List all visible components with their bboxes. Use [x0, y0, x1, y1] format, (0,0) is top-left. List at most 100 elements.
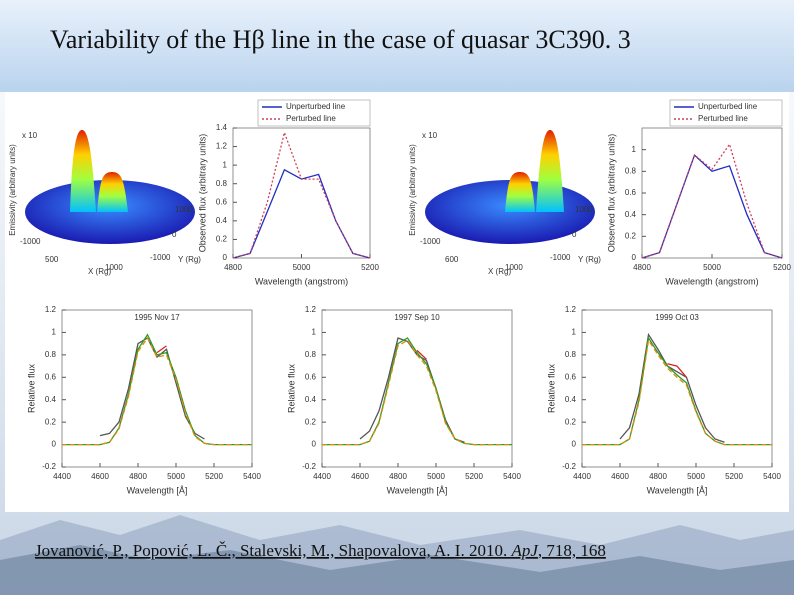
x-tick-label: 5200: [361, 263, 379, 272]
y-tick-label: 1: [632, 145, 637, 154]
x-tick-label: 4600: [611, 472, 629, 481]
y-tick-label: -0.2: [562, 462, 576, 471]
y-tick-label: 0.6: [625, 188, 637, 197]
y-tick-label: 0.6: [45, 372, 57, 381]
x-axis-label: Wavelength (angstrom): [665, 276, 758, 286]
annotation: 1999 Oct 03: [655, 313, 699, 322]
series-line: [667, 363, 687, 378]
y-axis-label: Y (Rg): [578, 255, 601, 264]
x-tick-label: 4600: [91, 472, 109, 481]
tick-label: 0: [172, 230, 177, 239]
x-tick-label: 4800: [224, 263, 242, 272]
y-tick-label: 1.2: [216, 142, 228, 151]
tick-label: 1000: [105, 263, 123, 272]
tick-label: 500: [45, 255, 59, 264]
x-axis-label: Wavelength [Å]: [647, 485, 708, 495]
tick-label: x 10: [422, 131, 438, 140]
x-tick-label: 5000: [167, 472, 185, 481]
z-axis-label: Emissivity (arbitrary units): [8, 144, 17, 236]
tick-label: -1000: [20, 237, 41, 246]
y-tick-label: 1: [223, 160, 228, 169]
y-tick-label: 0.4: [45, 395, 57, 404]
x-axis-label: Wavelength [Å]: [127, 485, 188, 495]
legend-box: [257, 99, 371, 127]
y-tick-label: -0.2: [302, 462, 316, 471]
x-tick-label: 5400: [243, 472, 261, 481]
y-tick-label: 0.8: [305, 350, 317, 359]
y-tick-label: 0: [572, 440, 577, 449]
x-tick-label: 5000: [427, 472, 445, 481]
x-tick-label: 5000: [703, 263, 721, 272]
citation: Jovanović, P., Popović, L. Č., Stalevski…: [35, 541, 606, 560]
legend-box: [669, 99, 783, 127]
annotation: 1995 Nov 17: [134, 313, 180, 322]
y-tick-label: 0.6: [565, 372, 577, 381]
x-axis-label: Wavelength [Å]: [387, 485, 448, 495]
tick-label: -1000: [420, 237, 441, 246]
x-tick-label: 5200: [773, 263, 791, 272]
x-tick-label: 5400: [503, 472, 521, 481]
y-tick-label: 0.2: [305, 417, 317, 426]
y-tick-label: 0.6: [216, 197, 228, 206]
y-tick-label: 1.2: [45, 305, 57, 314]
y-axis-label: Relative flux: [286, 363, 296, 413]
y-tick-label: 0.4: [216, 216, 228, 225]
y-tick-label: 1: [52, 328, 57, 337]
y-tick-label: 0.2: [565, 417, 577, 426]
series-line: [232, 130, 371, 259]
x-tick-label: 5400: [763, 472, 781, 481]
figure-area: [5, 92, 789, 512]
x-tick-label: 4800: [389, 472, 407, 481]
y-axis-label: Y (Rg): [178, 255, 201, 264]
series-line: [641, 142, 783, 259]
y-tick-label: 0: [312, 440, 317, 449]
plot-frame: [321, 309, 513, 468]
series-line: [582, 338, 772, 446]
x-tick-label: 4400: [53, 472, 71, 481]
surface-render: [25, 130, 595, 244]
y-tick-label: 1.2: [565, 305, 577, 314]
y-tick-label: 1.4: [216, 123, 228, 132]
y-tick-label: 0.8: [216, 179, 228, 188]
tick-label: 0: [572, 230, 577, 239]
series-line: [416, 349, 427, 360]
x-tick-label: 5200: [465, 472, 483, 481]
plot-frame: [61, 309, 253, 468]
series-line: [641, 153, 783, 259]
y-tick-label: 0: [632, 253, 637, 262]
legend-label: Perturbed line: [286, 114, 336, 123]
tick-label: -1000: [150, 253, 171, 262]
y-tick-label: 0.4: [565, 395, 577, 404]
mountains: [0, 545, 794, 595]
legend-label: Unperturbed line: [698, 102, 758, 111]
plot-frame: [581, 309, 773, 468]
x-tick-label: 4600: [351, 472, 369, 481]
x-tick-label: 4800: [633, 263, 651, 272]
x-axis-label: Wavelength (angstrom): [255, 276, 348, 286]
y-tick-label: 0.6: [305, 372, 317, 381]
x-axis-label: X (Rg): [488, 267, 511, 276]
x-tick-label: 5200: [205, 472, 223, 481]
y-tick-label: 1: [312, 328, 317, 337]
y-tick-label: 0.8: [565, 350, 577, 359]
annotation: 1997 Sep 10: [394, 313, 440, 322]
y-tick-label: 1: [572, 328, 577, 337]
y-tick-label: 0.4: [305, 395, 317, 404]
x-tick-label: 5000: [293, 263, 311, 272]
y-axis-label: Observed flux (arbitrary units): [606, 134, 616, 253]
y-tick-label: 0.8: [625, 166, 637, 175]
y-axis-label: Relative flux: [546, 363, 556, 413]
tick-label: 1000: [505, 263, 523, 272]
y-axis-label: Relative flux: [26, 363, 36, 413]
series-line: [322, 339, 512, 446]
legend-label: Perturbed line: [698, 114, 748, 123]
x-axis-label: X (Rg): [88, 267, 111, 276]
y-tick-label: 1.2: [305, 305, 317, 314]
header-band: [0, 0, 794, 92]
x-tick-label: 4400: [573, 472, 591, 481]
y-tick-label: 0.2: [625, 231, 637, 240]
series-line: [62, 336, 252, 446]
x-tick-label: 4400: [313, 472, 331, 481]
